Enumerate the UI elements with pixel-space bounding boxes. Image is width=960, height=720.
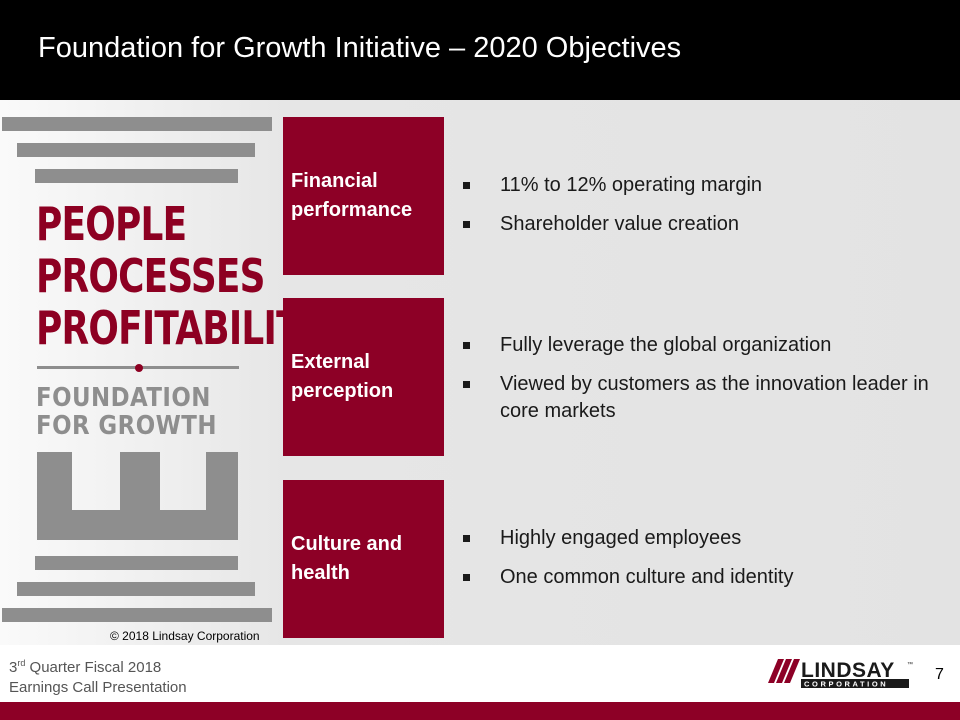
bullet-list-financial: 11% to 12% operating margin Shareholder … xyxy=(463,172,943,250)
category-label: Culture and health xyxy=(291,533,403,584)
footer-accent-bar xyxy=(0,702,960,720)
bullet-item: Fully leverage the global organization xyxy=(463,332,943,359)
foundation-column-graphic xyxy=(2,117,272,622)
logo-subtitle: FOUNDATION FOR GROWTH xyxy=(36,384,217,440)
category-box-financial: Financial performance xyxy=(283,117,444,275)
bullet-item: Viewed by customers as the innovation le… xyxy=(463,371,943,425)
quarter-number: 3 xyxy=(9,659,18,676)
slide-header: Foundation for Growth Initiative – 2020 … xyxy=(0,0,960,100)
page-number: 7 xyxy=(935,666,944,683)
column-bottom-bar-3 xyxy=(2,608,272,622)
logo-tagline: PEOPLE PROCESSES PROFITABILITY xyxy=(36,197,326,355)
column-bottom-bar-1 xyxy=(35,556,238,570)
tagline-processes: PROCESSES xyxy=(36,249,265,303)
bullet-list-external: Fully leverage the global organization V… xyxy=(463,332,943,437)
footer-caption: 3rd Quarter Fiscal 2018 Earnings Call Pr… xyxy=(9,653,187,698)
column-bottom-bar-2 xyxy=(17,582,255,596)
slide-title: Foundation for Growth Initiative – 2020 … xyxy=(38,32,682,64)
bullet-item: 11% to 12% operating margin xyxy=(463,172,943,199)
tagline-people: PEOPLE xyxy=(36,197,187,251)
lindsay-logo: LINDSAY ™ CORPORATION xyxy=(768,659,913,689)
logo-stripes-icon xyxy=(768,659,800,683)
copyright-notice: © 2018 Lindsay Corporation xyxy=(110,629,260,643)
divider-dot xyxy=(135,364,143,372)
category-label: Financial performance xyxy=(291,170,413,221)
footer-line-2: Earnings Call Presentation xyxy=(9,679,187,696)
logo-wordmark: LINDSAY xyxy=(801,659,895,682)
bullet-item: Highly engaged employees xyxy=(463,525,943,552)
trademark-symbol: ™ xyxy=(907,661,913,668)
category-box-external: External perception xyxy=(283,298,444,456)
quarter-text: Quarter Fiscal 2018 xyxy=(25,659,162,676)
bullet-list-culture: Highly engaged employees One common cult… xyxy=(463,525,943,603)
tagline-profitability: PROFITABILITY xyxy=(36,301,326,355)
footer-line-1: 3rd Quarter Fiscal 2018 xyxy=(9,653,187,678)
column-top-bar-2 xyxy=(17,143,255,157)
subtitle-foundation: FOUNDATION xyxy=(36,383,211,413)
category-box-culture: Culture and health xyxy=(283,480,444,638)
ordinal-suffix: rd xyxy=(17,658,26,668)
subtitle-for-growth: FOR GROWTH xyxy=(36,411,217,441)
bullet-item: One common culture and identity xyxy=(463,564,943,591)
column-top-bar-3 xyxy=(35,169,238,183)
column-top-bar-1 xyxy=(2,117,272,131)
bullet-item: Shareholder value creation xyxy=(463,211,943,238)
content-background xyxy=(0,100,960,645)
logo-subtext: CORPORATION xyxy=(804,680,888,689)
column-base-shape xyxy=(37,452,238,540)
category-label: External perception xyxy=(291,351,394,402)
